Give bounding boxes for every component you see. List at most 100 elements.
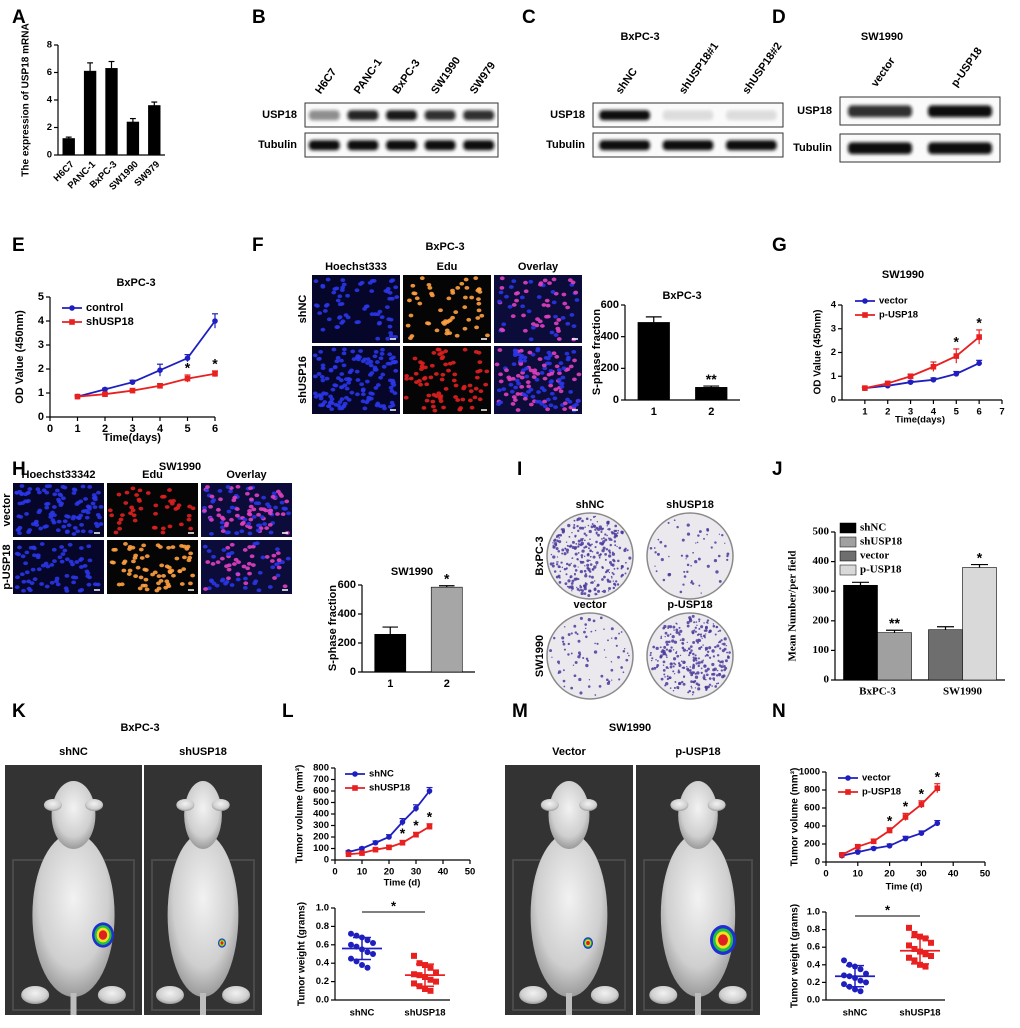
colony [563,567,567,571]
bar [843,584,878,681]
colony [672,689,675,692]
blot-band [848,142,912,155]
cell [27,528,33,532]
panel-letter: L [282,701,294,722]
cell [78,546,84,550]
colony [553,636,556,640]
cell [571,324,577,329]
colony [660,558,664,562]
cell [187,555,193,560]
point [129,379,136,386]
cell [252,581,258,586]
colony [662,668,666,672]
cell [225,485,231,489]
cell [388,279,394,284]
cell [570,280,576,285]
cell [44,584,50,589]
colony [686,667,690,671]
cell [387,324,393,329]
colony [722,663,724,665]
cell [545,303,551,308]
cell [138,575,144,580]
cell [30,567,36,572]
x-tick-label: 1 [387,678,393,690]
colony [708,683,712,686]
cell [23,561,29,566]
y-tick-label: 6 [47,67,52,78]
colony [586,542,590,546]
cell [438,308,443,313]
cell [49,580,55,585]
cell [219,556,225,561]
cell [16,527,22,532]
cell [412,356,418,361]
colony [670,646,673,649]
cell [320,366,326,371]
cell [553,314,558,319]
colony [576,518,579,520]
cell [80,529,86,534]
panel-letter: B [252,7,266,28]
cell [373,386,379,390]
cell [157,545,163,549]
cell [459,281,465,286]
colony [611,577,613,579]
colony [583,555,586,558]
point [370,939,376,946]
cell [562,301,568,306]
colony [702,644,704,646]
y-tick-label: 8 [47,40,52,51]
cell [84,515,90,520]
cell [345,315,351,320]
cell [537,357,543,361]
cell [559,384,565,389]
cell [405,323,411,328]
panel-letter: G [772,235,787,256]
colony [689,669,692,672]
cell [62,548,68,553]
mouse-leg [21,986,50,1004]
colony [589,519,592,521]
cell [92,495,98,500]
colony [681,642,685,645]
annotation: * [954,334,960,350]
colony [569,575,573,579]
colony [695,639,699,643]
colony [593,650,598,654]
colony [688,616,692,620]
cell [135,565,141,570]
cell [235,484,241,489]
panel-letter: I [517,459,522,480]
cell [76,516,82,520]
cell [522,328,528,333]
mouse-ear [176,799,195,811]
cell [542,399,547,404]
point [953,353,960,359]
colony [570,586,574,590]
cell [270,565,276,570]
point [976,334,982,340]
cell [323,303,329,308]
cell [55,582,61,587]
colony [704,626,708,630]
colony [620,631,623,633]
blot-band [599,110,650,121]
colony [686,570,689,574]
colony [678,633,681,636]
cell [379,315,385,320]
cell [554,364,560,369]
colony [683,570,686,573]
colony [580,538,584,542]
cell [203,587,208,591]
x-tick-label: shNC [350,1008,375,1019]
point [918,830,925,836]
cell [179,544,184,548]
colony [577,566,579,568]
cell [542,366,548,371]
cell [217,489,223,493]
cell [61,524,67,529]
cell [439,351,445,355]
cell [44,490,50,495]
cell [565,305,571,310]
cell [184,546,190,551]
